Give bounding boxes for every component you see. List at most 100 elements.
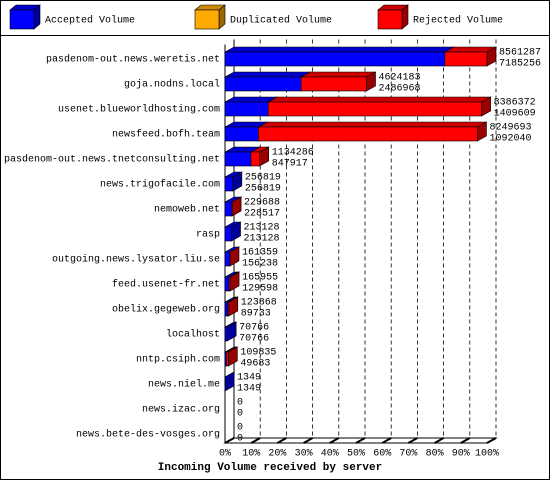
bar-segment	[223, 371, 236, 392]
bar-top	[266, 96, 492, 103]
x-tick-label: 50%	[347, 449, 365, 460]
y-tick-label: feed.usenet-fr.net	[112, 279, 220, 291]
bar-front	[227, 301, 230, 317]
y-tick-label: news.bete-des-vosges.org	[76, 429, 220, 441]
accepted-label: 7185256	[499, 59, 541, 70]
accepted-label: 2486968	[379, 84, 421, 95]
total-label: 8386372	[494, 98, 536, 109]
y-tick-label: newsfeed.bofh.team	[112, 129, 220, 141]
total-label: 70766	[239, 323, 269, 334]
x-tick-label: 0%	[219, 449, 231, 460]
y-tick-label: goja.nodns.local	[124, 79, 220, 91]
x-tick-label: 30%	[295, 449, 313, 460]
bar-segment	[299, 71, 377, 92]
total-label: 0	[237, 423, 243, 434]
y-tick-label: localhost	[166, 329, 220, 341]
plot-area: 0% 10% 20% 30% 40% 50% 60% 70% 80% 90% 100% pasdeno…	[4, 39, 541, 460]
bar-front	[224, 76, 302, 92]
bar-front	[226, 351, 229, 367]
bar-front	[228, 276, 231, 292]
total-label: 256819	[245, 173, 281, 184]
bar-front	[258, 126, 478, 142]
accepted-label: 70766	[239, 334, 269, 345]
bar-segment	[226, 296, 239, 317]
tick-mark	[460, 437, 471, 444]
bar-segment	[257, 121, 488, 142]
accepted-label: 89733	[241, 309, 271, 320]
total-label: 165955	[242, 273, 278, 284]
total-label: 4624183	[379, 73, 421, 84]
bar-front	[224, 201, 233, 217]
total-label: 229688	[244, 198, 280, 209]
x-tick-label: 10%	[242, 449, 260, 460]
y-tick-label: pasdenom-out.news.tnetconsulting.net	[4, 154, 220, 166]
bar-segment	[266, 96, 492, 117]
bar-front	[224, 101, 269, 117]
accepted-label: 156238	[242, 259, 278, 270]
x-tick-label: 100%	[475, 449, 499, 460]
tick-mark	[276, 437, 287, 444]
legend-item: Duplicated Volume	[194, 4, 332, 30]
bar-segment	[223, 321, 238, 342]
accepted-label: 213128	[244, 234, 280, 245]
bar-top	[299, 71, 377, 78]
bar-segment	[228, 246, 241, 267]
total-label: 1349	[237, 373, 261, 384]
bar-segment	[223, 71, 312, 92]
bar-front	[224, 51, 446, 67]
bar-segment	[443, 46, 498, 67]
bar-front	[300, 76, 367, 92]
bar-top	[223, 46, 456, 53]
accepted-label: 0	[237, 409, 243, 420]
y-tick-label: obelix.gegeweb.org	[112, 304, 220, 316]
y-tick-label: news.niel.me	[148, 379, 220, 391]
bar-front	[224, 251, 231, 267]
accepted-label: 0	[237, 434, 243, 445]
legend-label: Accepted Volume	[45, 15, 135, 27]
y-tick-label: news.izac.org	[142, 404, 220, 416]
bar-front	[224, 326, 228, 342]
y-tick-label: nemoweb.net	[154, 204, 220, 216]
y-tick-label: pasdenom-out.news.weretis.net	[46, 54, 220, 66]
bar-front	[224, 301, 229, 317]
accepted-label: 1092040	[489, 134, 531, 145]
bar-front	[224, 126, 259, 142]
bar-segment	[249, 146, 270, 167]
accepted-label: 1349	[237, 384, 261, 395]
x-tick-label: 20%	[268, 449, 286, 460]
total-label: 213128	[244, 223, 280, 234]
y-tick-label: outgoing.news.lysator.liu.se	[52, 254, 220, 266]
y-tick-label: news.trigofacile.com	[100, 179, 220, 191]
accepted-label: 49683	[240, 359, 270, 370]
legend-swatch	[194, 9, 220, 30]
bar-segment	[223, 46, 456, 67]
y-tick-label: usenet.blueworldhosting.com	[58, 104, 220, 116]
x-axis-label: Incoming Volume received by server	[158, 462, 382, 474]
bar-front	[267, 101, 482, 117]
tick-mark	[329, 437, 340, 444]
total-label: 0	[237, 398, 243, 409]
y-tick-label: rasp	[196, 230, 220, 241]
x-tick-label: 70%	[399, 449, 417, 460]
total-label: 1134286	[272, 148, 314, 159]
bar-segment	[223, 221, 242, 242]
total-label: 8561287	[499, 48, 541, 59]
tick-mark	[434, 437, 445, 444]
bar-segment	[225, 346, 239, 367]
bar-front	[224, 151, 252, 167]
bar-front	[224, 226, 232, 242]
legend-label: Duplicated Volume	[230, 15, 332, 27]
tick-mark	[486, 437, 497, 444]
x-tick-label: 80%	[426, 449, 444, 460]
legend-label: Rejected Volume	[413, 15, 503, 27]
legend-item: Accepted Volume	[9, 4, 135, 30]
legend: Accepted Volume Duplicated Volume Rejected…	[9, 4, 503, 30]
accepted-label: 1409609	[494, 109, 536, 120]
accepted-label: 847917	[272, 159, 308, 170]
accepted-label: 228517	[244, 209, 280, 220]
legend-swatch	[9, 9, 35, 30]
tick-mark	[355, 437, 366, 444]
bar-segment	[230, 196, 243, 217]
